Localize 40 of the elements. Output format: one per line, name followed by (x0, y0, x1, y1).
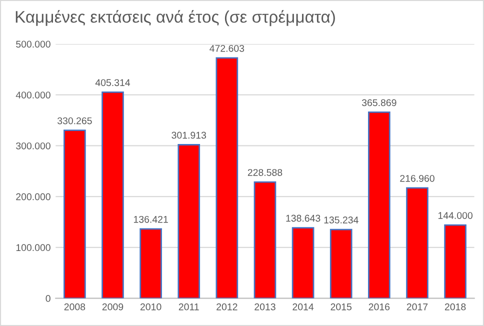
bar (64, 130, 86, 298)
bar (406, 187, 428, 298)
bar (292, 227, 314, 298)
x-tick-label: 2013 (254, 303, 276, 310)
data-label: 228.588 (248, 169, 282, 176)
bar (216, 57, 238, 298)
data-label: 330.265 (57, 117, 92, 124)
data-label: 135.234 (324, 216, 358, 224)
data-label: 216.960 (400, 174, 434, 182)
x-tick-label: 2014 (292, 303, 314, 310)
x-tick-label: 2017 (406, 303, 428, 310)
y-tick-label: 0 (46, 295, 50, 302)
data-label: 365.869 (362, 99, 396, 106)
data-label: 144.000 (438, 212, 472, 219)
bar (368, 112, 390, 298)
bar (140, 228, 162, 298)
bar (254, 181, 276, 298)
y-tick-label: 400.000 (16, 92, 50, 98)
y-tick-label: 100.000 (16, 244, 50, 252)
x-tick-label: 2018 (444, 303, 466, 310)
bar (330, 228, 352, 298)
x-tick-label: 2008 (64, 303, 86, 310)
y-tick-label: 200.000 (16, 193, 50, 200)
y-tick-label: 300.000 (16, 142, 50, 150)
data-label: 301.913 (172, 132, 206, 139)
data-label: 136.421 (134, 216, 168, 223)
x-tick-label: 2016 (368, 303, 390, 310)
bar (102, 91, 124, 298)
bar (178, 144, 200, 298)
bar (444, 224, 466, 298)
x-tick-label: 2010 (140, 303, 162, 310)
data-label: 138.643 (286, 214, 320, 222)
x-tick-label: 2011 (178, 303, 199, 310)
x-tick-label: 2009 (102, 303, 124, 310)
y-tick-label: 500.000 (16, 40, 50, 48)
x-tick-label: 2012 (216, 303, 238, 310)
data-label: 405.314 (95, 79, 130, 86)
data-label: 472.603 (210, 44, 244, 52)
x-tick-label: 2015 (330, 303, 352, 310)
chart-title: Καμμένες εκτάσεις ανά έτος (σε στρέμματα) (16, 10, 335, 26)
